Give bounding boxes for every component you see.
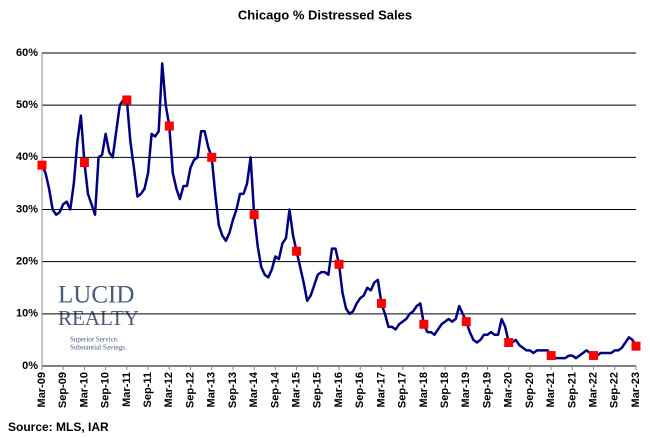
x-tick-label: Sep-19 xyxy=(481,372,493,408)
x-tick-label: Sep-12 xyxy=(184,372,196,408)
x-tick-label: Sep-10 xyxy=(100,372,112,408)
x-tick-label: Mar-10 xyxy=(78,372,90,407)
marker xyxy=(292,246,302,256)
x-tick-label: Mar-19 xyxy=(460,372,472,407)
y-tick-label: 40% xyxy=(16,151,38,163)
x-tick-label: Mar-11 xyxy=(121,372,133,407)
x-tick-label: Mar-20 xyxy=(503,372,515,407)
x-tick-label: Mar-15 xyxy=(290,372,302,407)
x-tick-label: Mar-22 xyxy=(587,372,599,407)
x-tick-label: Sep-17 xyxy=(397,372,409,408)
x-tick-label: Mar-23 xyxy=(630,372,642,407)
marker xyxy=(249,210,259,220)
x-tick-label: Sep-14 xyxy=(269,371,281,408)
marker xyxy=(504,338,514,348)
marker xyxy=(461,317,471,327)
x-tick-label: Sep-20 xyxy=(524,372,536,408)
chart-title: Chicago % Distressed Sales xyxy=(238,7,412,22)
logo-tagline: Superior Service. xyxy=(70,336,119,344)
y-tick-label: 20% xyxy=(16,256,38,268)
x-tick-label: Sep-18 xyxy=(439,372,451,408)
x-tick-label: Mar-14 xyxy=(248,371,260,407)
x-tick-label: Mar-21 xyxy=(545,372,557,407)
marker xyxy=(207,152,217,162)
marker xyxy=(376,298,386,308)
marker xyxy=(589,351,599,361)
marker xyxy=(164,121,174,131)
y-tick-label: 30% xyxy=(16,203,38,215)
y-tick-label: 50% xyxy=(16,99,38,111)
y-tick-label: 10% xyxy=(16,308,38,320)
marker xyxy=(79,158,89,168)
logo-line2: REALTY xyxy=(58,306,139,330)
x-tick-label: Mar-16 xyxy=(333,372,345,407)
x-tick-label: Sep-22 xyxy=(609,372,621,408)
x-tick-label: Sep-16 xyxy=(354,372,366,408)
marker xyxy=(37,160,47,170)
x-tick-label: Mar-12 xyxy=(163,372,175,407)
marker xyxy=(631,341,641,351)
y-tick-label: 60% xyxy=(16,47,38,59)
x-tick-label: Sep-13 xyxy=(227,372,239,408)
x-tick-label: Mar-18 xyxy=(418,372,430,407)
x-tick-label: Sep-15 xyxy=(312,372,324,408)
marker xyxy=(419,319,429,329)
x-tick-label: Mar-17 xyxy=(375,372,387,407)
logo-tagline: Substantial Savings. xyxy=(70,344,127,352)
x-tick-label: Sep-09 xyxy=(57,372,69,408)
x-tick-label: Mar-09 xyxy=(36,372,48,407)
marker xyxy=(122,95,132,105)
y-tick-label: 0% xyxy=(22,360,38,372)
x-tick-label: Sep-21 xyxy=(566,372,578,408)
marker xyxy=(546,351,556,361)
logo-line1: LUCID xyxy=(58,282,134,309)
marker xyxy=(334,259,344,269)
x-tick-label: Mar-13 xyxy=(206,372,218,407)
x-tick-label: Sep-11 xyxy=(142,372,154,407)
source: Source: MLS, IAR xyxy=(8,420,109,434)
